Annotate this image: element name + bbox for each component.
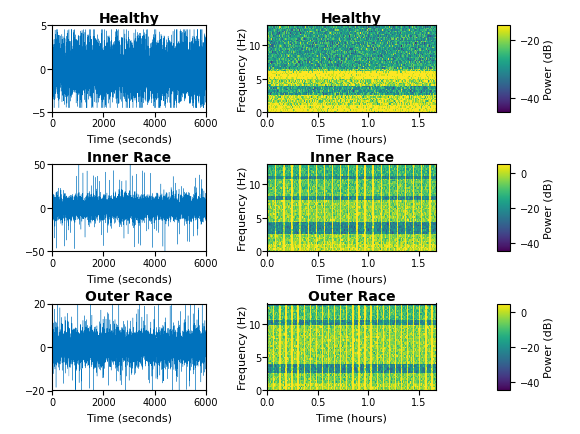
X-axis label: Time (seconds): Time (seconds) xyxy=(86,412,172,422)
Y-axis label: Frequency (Hz): Frequency (Hz) xyxy=(237,27,248,112)
Title: Inner Race: Inner Race xyxy=(310,151,394,165)
Title: Healthy: Healthy xyxy=(99,12,160,26)
Title: Healthy: Healthy xyxy=(321,12,382,26)
X-axis label: Time (hours): Time (hours) xyxy=(316,135,387,145)
X-axis label: Time (hours): Time (hours) xyxy=(316,273,387,283)
Y-axis label: Power (dB): Power (dB) xyxy=(543,317,553,378)
Y-axis label: Frequency (Hz): Frequency (Hz) xyxy=(237,305,248,389)
Y-axis label: Frequency (Hz): Frequency (Hz) xyxy=(237,166,248,250)
Y-axis label: Power (dB): Power (dB) xyxy=(543,39,553,100)
Title: Outer Race: Outer Race xyxy=(308,290,396,304)
X-axis label: Time (seconds): Time (seconds) xyxy=(86,273,172,283)
X-axis label: Time (seconds): Time (seconds) xyxy=(86,135,172,145)
Title: Outer Race: Outer Race xyxy=(85,290,173,304)
Y-axis label: Power (dB): Power (dB) xyxy=(543,178,553,239)
X-axis label: Time (hours): Time (hours) xyxy=(316,412,387,422)
Title: Inner Race: Inner Race xyxy=(87,151,171,165)
